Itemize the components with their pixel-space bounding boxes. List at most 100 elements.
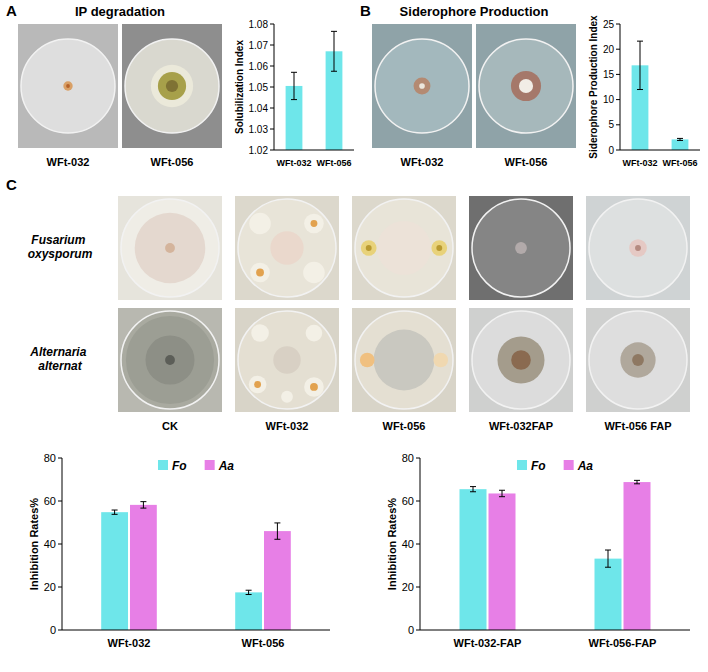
legend-label: Aa [218,459,235,473]
colony [273,346,300,373]
bar [489,493,516,630]
y-tick [616,150,620,151]
error-bar [605,550,611,567]
column-label: CK [162,420,178,432]
y-tick [58,630,62,631]
error-bar [331,31,337,71]
error-cap [470,486,476,487]
error-cap [677,138,683,139]
error-cap [246,590,252,591]
legend-swatch [517,460,527,470]
column-label: WFt-032 [266,420,309,432]
y-tick-label: 1.03 [249,124,269,135]
error-cap [112,514,118,515]
error-cap [470,491,476,492]
bar-chart: 1.021.031.041.051.061.071.08Solubilizati… [234,19,354,169]
colony [511,71,541,101]
y-tick-label: 20 [44,581,56,593]
colony [250,263,270,283]
dish [21,39,115,133]
y-tick [270,129,274,130]
x-tick-label: WFt-032-FAP [454,637,522,649]
error-cap [274,539,280,540]
y-tick [416,501,420,502]
dish-photo [469,196,573,300]
error-cap [291,72,297,73]
y-tick-label: 80 [44,452,56,464]
y-axis-label: Inhibition Rates% [386,498,398,591]
legend-label: Aa [577,459,594,473]
y-tick-label: 1.05 [249,82,269,93]
bar [264,531,291,630]
plot-marks [101,502,291,630]
photo-bg [586,196,690,300]
colony [135,213,206,284]
bar [130,505,157,630]
y-tick-label: 60 [402,495,414,507]
y-tick [270,108,274,109]
colony [165,243,175,253]
error-bar [291,72,297,99]
bar [235,592,262,630]
error-cap [605,567,611,568]
dish-photo [352,308,456,412]
colony [635,245,641,251]
colony [254,381,261,388]
dish-photo [372,24,472,148]
panel-title: IP degradation [75,4,165,19]
y-tick-label: 5 [608,119,614,130]
bar [624,482,651,630]
legend: FoAa [158,459,234,473]
error-stem [640,41,641,89]
error-cap [499,490,505,491]
row-label-line: alternat [38,359,82,373]
colony [519,79,533,93]
dish [125,39,219,133]
y-tick [270,150,274,151]
error-cap [112,510,118,511]
colony [629,239,647,257]
dish [121,199,219,297]
image-caption: WFt-032 [401,156,444,168]
colony [310,383,318,391]
y-tick-label: 0 [608,145,614,156]
legend-swatch [205,460,215,470]
error-bar [274,523,280,539]
y-tick-label: 10 [603,94,615,105]
colony [249,213,271,235]
panel-letter: A [6,2,17,19]
panel-letter: B [360,2,371,19]
error-cap [140,501,146,502]
colony [374,330,435,391]
y-tick-label: 40 [402,538,414,550]
colony [126,316,214,404]
error-cap [499,496,505,497]
error-bar [246,590,252,594]
photo-bg [118,196,222,300]
y-tick-label: 40 [44,538,56,550]
colony [497,336,544,383]
error-stem [637,480,638,483]
y-axis [420,458,421,630]
colony [414,78,431,95]
y-tick [58,587,62,588]
row-label-line: oxysporum [28,247,93,261]
dish [479,39,573,133]
error-bar [112,510,118,514]
error-cap [605,550,611,551]
photo-bg [235,308,339,412]
bar [101,512,128,630]
colony [306,325,323,342]
error-bar [637,41,643,89]
dish-photo [118,308,222,412]
error-stem [502,490,503,496]
column-label: WFt-056 [383,420,426,432]
error-cap [677,140,683,141]
x-tick-label: WFt-056 [316,158,351,168]
colony [304,214,324,234]
bar-chart: 020406080Inhibition Rates%WFt-032-FAPWFt… [386,452,690,649]
colony [270,231,303,264]
colony [165,355,175,365]
colony [166,80,178,92]
x-tick-label: WFt-056-FAP [589,637,657,649]
